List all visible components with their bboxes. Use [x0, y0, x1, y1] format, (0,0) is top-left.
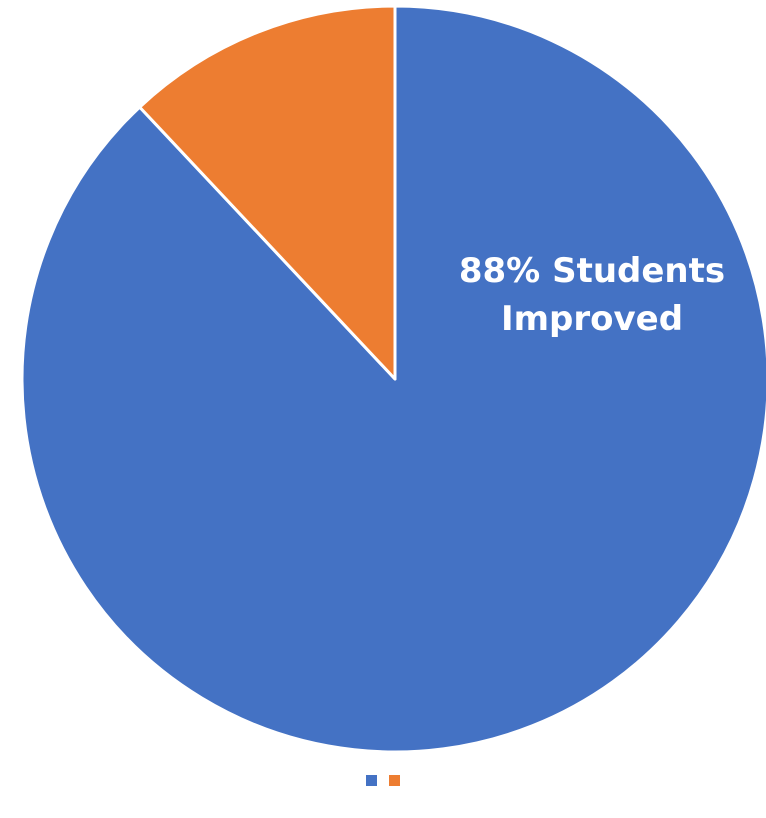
pie-slice-1: [138, 4, 397, 381]
slices-layer: [20, 4, 766, 754]
data-label-line-0: 88% Students: [459, 251, 725, 291]
data-label-line-1: Improved: [501, 299, 683, 339]
legend: [366, 775, 400, 786]
data-labels-layer: 88% Students Improved: [459, 251, 725, 339]
legend-marker-0: [366, 775, 377, 786]
data-label-slice-0: 88% Students Improved: [459, 251, 725, 339]
legend-marker-1: [389, 775, 400, 786]
